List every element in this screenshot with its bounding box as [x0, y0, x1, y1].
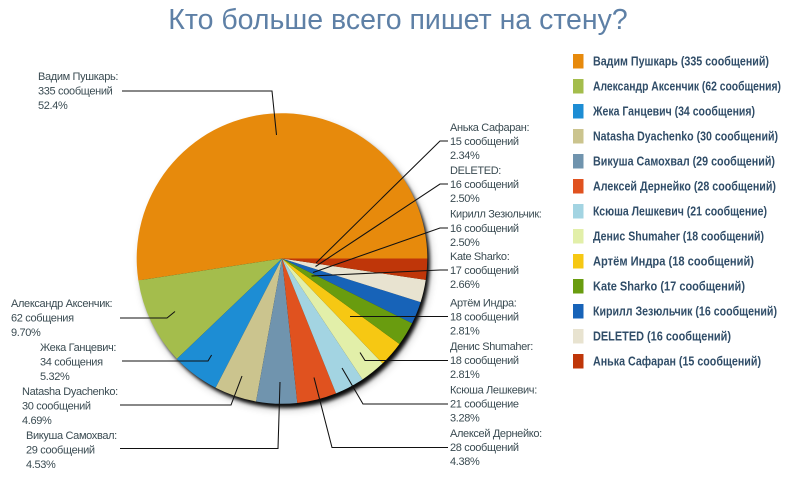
svg-text:4.38%: 4.38% — [450, 456, 480, 468]
svg-text:Ксюша Лешкевич (21 сообщение): Ксюша Лешкевич (21 сообщение) — [593, 205, 767, 219]
svg-text:Жека Ганцевич (34 сообщения): Жека Ганцевич (34 сообщения) — [592, 105, 755, 119]
svg-text:Кирилл Зезюльчик:: Кирилл Зезюльчик: — [450, 209, 542, 221]
svg-text:335 сообщений: 335 сообщений — [38, 86, 113, 98]
svg-text:29 сообщений: 29 сообщений — [26, 445, 95, 457]
svg-text:2.81%: 2.81% — [450, 326, 480, 338]
svg-text:Александр Аксенчик (62 сообщен: Александр Аксенчик (62 сообщения) — [593, 80, 781, 94]
svg-text:9.70%: 9.70% — [11, 327, 41, 339]
svg-text:Алексей Дернейко:: Алексей Дернейко: — [450, 428, 542, 440]
svg-text:18 сообщений: 18 сообщений — [450, 355, 519, 367]
svg-text:4.69%: 4.69% — [22, 415, 52, 427]
svg-text:Жека Ганцевич:: Жека Ганцевич: — [40, 342, 116, 354]
svg-text:Кирилл Зезюльчик (16 сообщений: Кирилл Зезюльчик (16 сообщений) — [593, 305, 777, 319]
svg-text:2.50%: 2.50% — [450, 237, 480, 249]
svg-text:Kate Sharko:: Kate Sharko: — [450, 251, 510, 263]
svg-text:28 сообщений: 28 сообщений — [450, 442, 519, 454]
svg-text:16 сообщений: 16 сообщений — [450, 179, 519, 191]
svg-text:Алексей Дернейко (28 сообщений: Алексей Дернейко (28 сообщений) — [593, 180, 776, 194]
svg-text:Артём Индра:: Артём Индра: — [450, 298, 517, 310]
svg-text:62 собщения: 62 собщения — [11, 313, 74, 325]
svg-text:4.53%: 4.53% — [26, 459, 56, 471]
svg-text:5.32%: 5.32% — [40, 371, 70, 383]
svg-text:16 сообщений: 16 сообщений — [450, 223, 519, 235]
svg-text:Денис Shumaher (18 сообщений): Денис Shumaher (18 сообщений) — [593, 230, 764, 244]
svg-text:Вадим Пушкарь:: Вадим Пушкарь: — [38, 71, 118, 83]
svg-text:18 сообщений: 18 сообщений — [450, 312, 519, 324]
svg-text:Natasha Dyachenko (30 сообщени: Natasha Dyachenko (30 сообщений) — [593, 130, 778, 144]
svg-text:DELETED (16 сообщений): DELETED (16 сообщений) — [593, 330, 731, 344]
svg-text:30 сообщений: 30 сообщений — [22, 401, 91, 413]
svg-text:2.34%: 2.34% — [450, 150, 480, 162]
svg-text:Кто больше всего пишет на стен: Кто больше всего пишет на стену? — [168, 4, 628, 36]
svg-text:Денис Shumaher:: Денис Shumaher: — [450, 341, 533, 353]
svg-text:3.28%: 3.28% — [450, 413, 480, 425]
svg-text:Natasha Dyachenko:: Natasha Dyachenko: — [22, 386, 118, 398]
svg-text:2.81%: 2.81% — [450, 369, 480, 381]
svg-text:Вадим Пушкарь (335 сообщений): Вадим Пушкарь (335 сообщений) — [593, 55, 769, 69]
svg-text:2.66%: 2.66% — [450, 279, 480, 291]
svg-text:15 сообщений: 15 сообщений — [450, 136, 519, 148]
svg-text:Kate Sharko (17 сообщений): Kate Sharko (17 сообщений) — [593, 280, 745, 294]
svg-text:DELETED:: DELETED: — [450, 165, 501, 177]
svg-text:Анька Сафаран (15 сообщений): Анька Сафаран (15 сообщений) — [593, 355, 761, 369]
svg-text:Викуша Самохвал (29 сообщений): Викуша Самохвал (29 сообщений) — [593, 155, 775, 169]
svg-text:21 сообщение: 21 сообщение — [450, 399, 519, 411]
svg-text:Викуша Самохвал:: Викуша Самохвал: — [26, 430, 117, 442]
svg-text:34 собщения: 34 собщения — [40, 357, 103, 369]
svg-text:Ксюша Лешкевич:: Ксюша Лешкевич: — [450, 385, 537, 397]
svg-text:Артём Индра (18 сообщений): Артём Индра (18 сообщений) — [593, 255, 754, 269]
svg-text:Александр Аксенчик:: Александр Аксенчик: — [11, 298, 112, 310]
svg-text:52.4%: 52.4% — [38, 100, 68, 112]
svg-text:Анька Сафаран:: Анька Сафаран: — [450, 122, 529, 134]
svg-text:2.50%: 2.50% — [450, 193, 480, 205]
svg-text:17 сообщений: 17 сообщений — [450, 265, 519, 277]
